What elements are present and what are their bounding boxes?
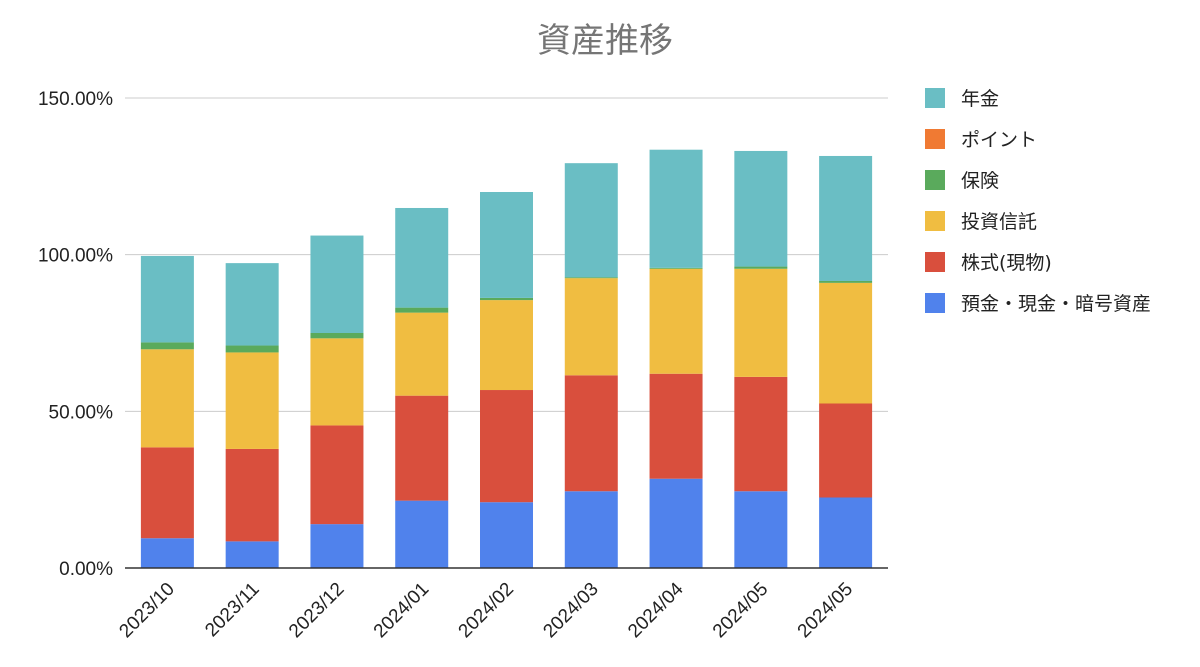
x-tick-label: 2024/05 [794, 579, 857, 642]
bar-segment [310, 235, 364, 333]
x-tick-label: 2023/12 [285, 579, 348, 642]
x-tick-label: 2024/04 [624, 578, 688, 642]
x-tick-label: 2023/11 [201, 579, 263, 641]
bar-segment [480, 300, 533, 391]
y-tick-label: 150.00% [38, 89, 113, 110]
chart-title: 資産推移 [537, 21, 673, 61]
legend-swatch [925, 293, 945, 313]
bar-segment [564, 163, 618, 278]
bar-segment [140, 447, 194, 539]
legend-swatch [925, 252, 945, 272]
bar-segment [734, 266, 788, 269]
bars [140, 149, 873, 568]
legend-swatch [925, 88, 945, 108]
legend-swatch [925, 129, 945, 149]
bar-segment [649, 478, 703, 568]
bar-segment [564, 277, 618, 279]
bar-segment [310, 338, 364, 426]
x-tick-label: 2024/03 [539, 579, 602, 642]
bar-segment [734, 150, 788, 267]
bar-segment [225, 352, 279, 449]
bar-segment [734, 268, 788, 377]
bar-segment [140, 255, 194, 343]
y-tick-label: 100.00% [38, 246, 113, 267]
bar-segment [140, 349, 194, 448]
x-tick-label: 2024/01 [370, 579, 433, 642]
legend-swatch [925, 211, 945, 231]
bar-segment [819, 403, 873, 498]
bar-segment [480, 192, 533, 298]
bar-segment [225, 345, 279, 353]
legend-label: 保険 [961, 170, 999, 192]
legend-label: 投資信託 [961, 211, 1037, 233]
bar-segment [395, 500, 449, 568]
bar-segment [395, 312, 449, 396]
bar-segment [480, 297, 533, 301]
bar-segment [395, 207, 449, 308]
x-tick-label: 2024/05 [709, 579, 772, 642]
bar-segment [649, 373, 703, 479]
legend-label: ポイント [961, 129, 1037, 151]
bar-segment [649, 268, 703, 374]
bar-segment [395, 395, 449, 501]
bar-segment [480, 502, 533, 568]
legend-label: 年金 [961, 88, 999, 110]
bar-segment [734, 376, 788, 492]
bar-segment [819, 282, 873, 404]
legend-label: 株式(現物) [961, 252, 1052, 274]
bar-segment [734, 491, 788, 568]
bar-segment [564, 278, 618, 376]
bar-segment [649, 149, 703, 268]
bar-segment [140, 538, 194, 568]
bar-segment [310, 333, 364, 339]
bar-segment [225, 541, 279, 568]
legend-label: 預金・現金・暗号資産 [961, 293, 1151, 315]
y-tick-label: 0.00% [59, 559, 113, 580]
bar-segment [649, 267, 703, 269]
bar-segment [310, 425, 364, 525]
bar-segment [819, 155, 873, 281]
legend-swatch [925, 170, 945, 190]
bar-segment [225, 263, 279, 346]
bar-segment [564, 491, 618, 568]
bar-segment [564, 375, 618, 492]
bar-segment [225, 448, 279, 542]
y-tick-label: 50.00% [49, 402, 114, 423]
x-tick-label: 2024/02 [455, 579, 518, 642]
bar-segment [819, 497, 873, 568]
bar-segment [480, 390, 533, 503]
bar-segment [310, 524, 364, 568]
bar-segment [819, 280, 873, 283]
bar-segment [140, 342, 194, 350]
x-tick-label: 2023/10 [116, 579, 179, 642]
bar-segment [395, 307, 449, 313]
